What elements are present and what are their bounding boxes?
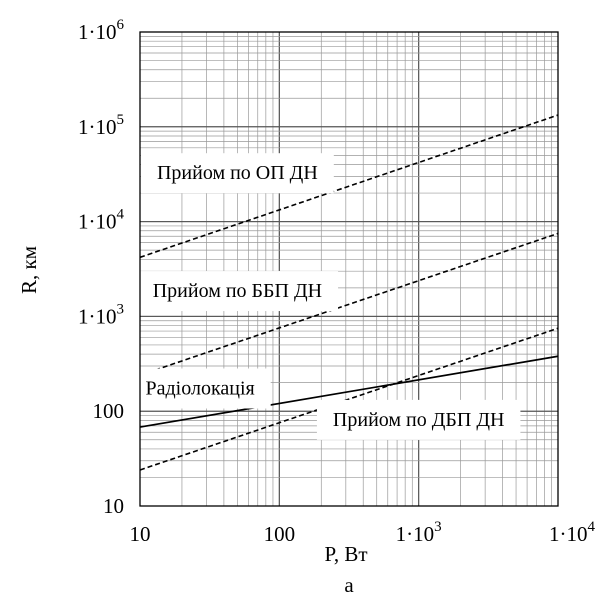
annotation-label: Радіолокація xyxy=(146,378,255,400)
series-line-2 xyxy=(139,232,559,376)
x-axis-label: P, Вт xyxy=(324,542,367,566)
y-tick-label: 10 xyxy=(103,494,124,518)
annotation-3: Радіолокація xyxy=(129,368,271,409)
annotation-label: Прийом по ДБП ДН xyxy=(333,409,504,431)
annotation-box xyxy=(140,153,334,194)
x-tick-label: 100 xyxy=(264,522,296,546)
x-tick-label: 1·104 xyxy=(549,519,596,546)
annotation-label: Прийом по ББП ДН xyxy=(153,280,322,302)
annotation-1: Прийом по ОП ДН xyxy=(140,153,334,194)
series-line-1 xyxy=(139,114,559,259)
figure-caption: а xyxy=(344,573,354,597)
y-tick-label: 1·103 xyxy=(78,301,124,328)
annotation-label: Прийом по ОП ДН xyxy=(157,162,318,184)
y-axis-label: R, км xyxy=(17,246,41,294)
annotations: Прийом по ОП ДН Прийом по ББП ДН Радіолока… xyxy=(129,153,521,440)
tick-labels: 10 100 1·103 1·104 1·105 1·106 10 100 1·103 1·104 xyxy=(78,17,596,546)
x-tick-label: 1·103 xyxy=(396,519,442,546)
plot-frame xyxy=(139,31,559,507)
y-tick-label: 1·106 xyxy=(78,17,125,44)
x-tick-label: 10 xyxy=(130,522,151,546)
y-tick-label: 100 xyxy=(93,399,125,423)
y-tick-label: 1·104 xyxy=(78,207,125,234)
annotation-box xyxy=(129,368,271,409)
series-line-4 xyxy=(139,355,559,428)
annotation-box xyxy=(136,271,339,312)
series-line-3 xyxy=(139,327,559,471)
series-layer xyxy=(139,114,559,471)
y-tick-label: 1·105 xyxy=(78,112,124,139)
annotation-4: Прийом по ДБП ДН xyxy=(316,399,521,440)
annotation-2: Прийом по ББП ДН xyxy=(136,271,339,312)
annotation-box xyxy=(316,399,521,440)
